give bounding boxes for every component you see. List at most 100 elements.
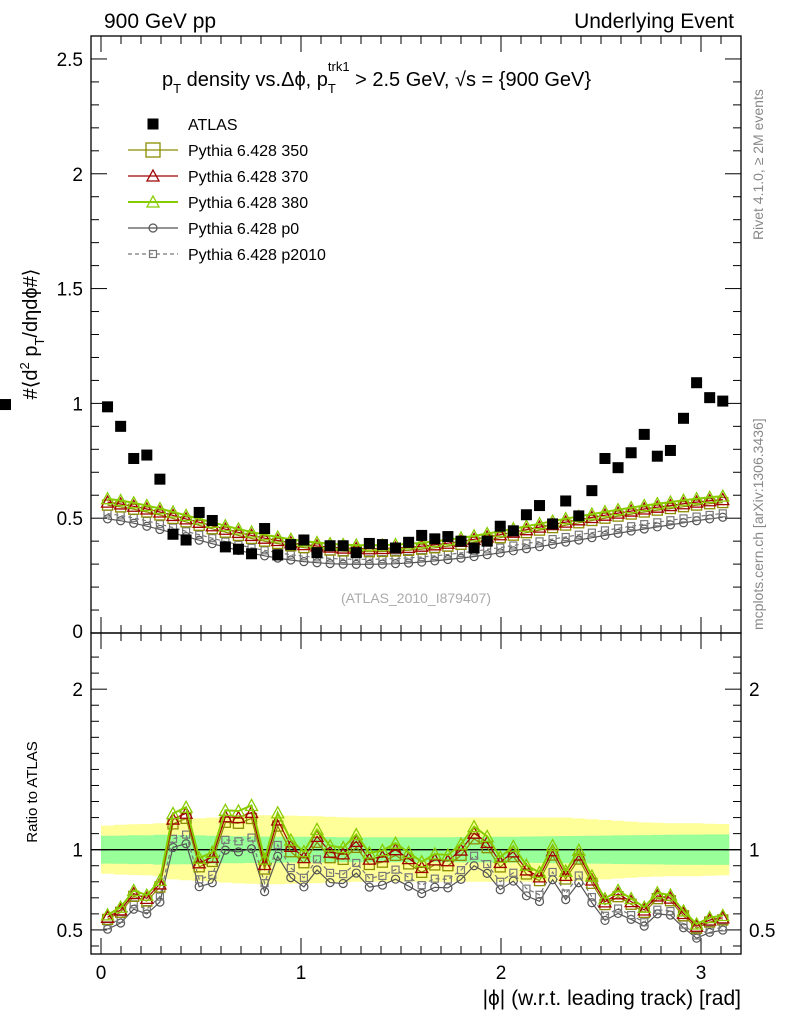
point-p380	[689, 491, 704, 505]
point-atlas	[651, 450, 663, 462]
point-atlas	[376, 539, 388, 551]
ratio-point-p380	[257, 851, 272, 865]
ratio-point-p380	[349, 827, 364, 841]
series-line-p0	[107, 516, 723, 565]
ratio-point-p2010	[352, 858, 361, 868]
point-p380	[152, 501, 167, 515]
point-p380	[231, 521, 246, 535]
ratio-point-p2010	[365, 873, 374, 883]
ratio-point-p0	[404, 881, 414, 891]
ratio-point-p370	[231, 810, 246, 824]
ratio-point-p0	[286, 873, 296, 883]
point-p0	[600, 530, 610, 541]
legend-entry: ATLAS	[147, 117, 238, 134]
ratio-point-p0	[561, 895, 571, 905]
point-p0	[430, 556, 440, 566]
ratio-point-p2010	[286, 863, 295, 873]
ratio-point-p2010	[417, 881, 426, 890]
point-p380	[257, 527, 272, 541]
point-p370	[610, 505, 626, 519]
point-p0	[574, 535, 584, 545]
point-p2010	[692, 512, 701, 521]
ratio-point-p380	[178, 799, 194, 813]
point-p370	[100, 494, 115, 508]
point-p370	[715, 492, 730, 506]
point-p0	[404, 558, 414, 568]
main-panel-series	[0, 377, 730, 569]
ratio-y-tick-label-right: 1	[749, 841, 760, 862]
main-y-tick-label: 2	[72, 165, 83, 186]
ratio-point-p2010	[208, 870, 217, 879]
point-atlas	[520, 509, 532, 521]
point-p380	[610, 502, 626, 516]
legend-marker	[148, 249, 158, 259]
ratio-point-p2010	[600, 911, 610, 920]
point-atlas	[246, 548, 258, 560]
ratio-y-tick-label: 2	[72, 680, 83, 701]
ratio-point-p0	[600, 915, 610, 926]
point-p2010	[705, 510, 714, 520]
ratio-point-p0	[364, 882, 374, 892]
point-p380	[270, 529, 285, 543]
ratio-point-p380	[296, 844, 311, 858]
ratio-point-p380	[532, 865, 547, 879]
point-p2010	[208, 534, 217, 543]
point-p380	[165, 504, 181, 518]
ratio-series-p380	[100, 798, 730, 930]
point-p0	[626, 526, 636, 536]
point-atlas	[219, 541, 231, 553]
ratio-point-p0	[469, 861, 479, 871]
point-p2010	[627, 522, 636, 531]
ratio-point-p0	[377, 880, 388, 890]
point-p380	[414, 535, 429, 549]
legend-label: Pythia 6.428 350	[188, 143, 308, 160]
point-p0	[495, 548, 505, 558]
point-p2010	[587, 528, 596, 537]
ratio-point-p2010	[469, 851, 479, 860]
point-p370	[231, 525, 246, 539]
point-p370	[244, 528, 259, 542]
ratio-point-p2010	[640, 918, 649, 927]
point-p0	[613, 528, 623, 538]
point-atlas	[259, 523, 271, 535]
point-p370	[689, 494, 704, 508]
point-p0	[587, 533, 597, 543]
ratio-point-p0	[325, 878, 335, 888]
ratio-y-tick-label-right: 2	[749, 680, 760, 701]
point-atlas	[128, 452, 140, 464]
ratio-point-p370	[283, 838, 298, 852]
point-p0	[534, 542, 545, 552]
ratio-point-p2010	[443, 875, 452, 884]
point-p2010	[155, 520, 164, 529]
point-p370	[139, 501, 154, 515]
ratio-point-p2010	[613, 904, 623, 913]
ratio-point-p2010	[718, 923, 727, 932]
ratio-point-p2010	[430, 874, 439, 883]
ratio-point-p0	[587, 898, 597, 908]
ratio-point-p2010	[312, 855, 322, 864]
point-atlas	[403, 536, 415, 548]
point-p0	[299, 556, 309, 567]
ratio-point-p2010	[509, 868, 518, 877]
ratio-point-p0	[299, 882, 309, 892]
legend-label: Pythia 6.428 p0	[188, 221, 299, 238]
point-p370	[650, 499, 665, 513]
point-p0	[155, 524, 165, 535]
ratio-point-p380	[218, 802, 233, 816]
ratio-point-p0	[417, 888, 427, 899]
point-p380	[597, 504, 613, 518]
ratio-point-p380	[466, 819, 482, 833]
x-tick-label: 0	[96, 963, 107, 984]
point-atlas	[363, 537, 375, 549]
ratio-point-p0	[443, 883, 453, 893]
ratio-point-p370	[349, 834, 364, 848]
point-p380	[624, 500, 639, 514]
point-atlas	[232, 543, 244, 555]
point-p2010	[561, 532, 570, 542]
ratio-y-tick-label: 1	[72, 841, 83, 862]
point-atlas	[468, 542, 480, 554]
ratio-point-p2010	[587, 892, 596, 902]
ratio-point-p0	[233, 847, 244, 857]
point-p0	[351, 559, 361, 569]
